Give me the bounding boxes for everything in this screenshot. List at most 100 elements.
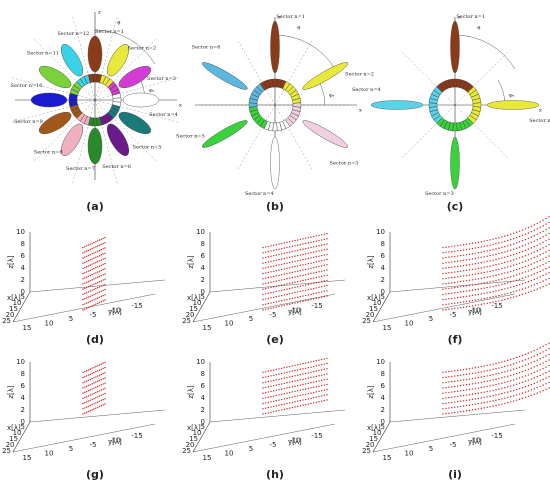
surface-point: [87, 260, 90, 262]
surface-point: [270, 265, 272, 268]
surface-point: [296, 286, 299, 288]
surface-point: [542, 258, 544, 260]
surface-point: [102, 268, 104, 271]
surface-point: [536, 277, 538, 279]
surface-point: [310, 288, 312, 290]
surface-point: [504, 240, 506, 243]
surface-point: [483, 292, 485, 295]
surface-point: [91, 388, 93, 390]
surface-point: [521, 293, 524, 296]
surface-point: [326, 388, 328, 391]
surface-point: [272, 395, 275, 397]
surface-point: [315, 365, 318, 367]
surface-point: [545, 228, 547, 231]
axis-label: x[λ]: [367, 424, 381, 432]
surface-point: [93, 241, 95, 244]
surface-point: [492, 238, 494, 240]
surface-point: [548, 221, 550, 224]
surface-point: [504, 402, 506, 405]
surface-point: [272, 405, 275, 408]
z-tick-label: 6: [21, 382, 26, 390]
surface-point: [102, 393, 104, 396]
surface-point: [489, 275, 491, 278]
surface-point: [91, 372, 93, 375]
surface-point: [536, 365, 538, 367]
surface-point: [448, 381, 450, 383]
surface-point: [477, 257, 480, 259]
sector-label: Sector n=6: [102, 164, 131, 170]
surface-point: [498, 273, 500, 276]
surface-point: [530, 241, 533, 244]
surface-point: [501, 398, 503, 400]
surface-point: [448, 277, 450, 279]
surface-point: [318, 369, 320, 372]
surface-point: [524, 281, 527, 284]
surface-point: [267, 375, 270, 378]
surface-point: [498, 372, 500, 374]
surface-point: [315, 292, 318, 294]
surface-point: [286, 283, 288, 285]
surface-point: [294, 265, 296, 268]
surface-point: [477, 397, 480, 400]
surface-point: [545, 223, 547, 225]
surface-point: [518, 257, 521, 259]
x-tick-label: 5: [381, 293, 385, 301]
surface-point: [320, 379, 323, 382]
surface-point: [498, 258, 500, 260]
y-tick-label: -15: [491, 432, 502, 440]
surface-point: [283, 289, 286, 291]
surface-point: [471, 289, 474, 291]
y-tick-label: -10: [469, 436, 480, 444]
surface-point: [510, 385, 512, 387]
surface-point: [542, 351, 544, 353]
surface-point: [87, 379, 90, 381]
angle-arc: [274, 34, 336, 70]
surface-point: [323, 394, 326, 397]
surface-point: [267, 297, 270, 300]
surface-point: [312, 386, 315, 389]
axis: [389, 409, 526, 423]
sector-boundary: [9, 76, 96, 101]
axis-label: z[λ]: [367, 255, 375, 269]
surface-point: [96, 396, 99, 398]
surface-point: [312, 397, 315, 399]
surface-point: [98, 379, 101, 382]
surface-point: [457, 281, 459, 283]
surface-point: [451, 370, 453, 372]
surface-point: [96, 370, 99, 372]
surface-point: [530, 285, 533, 287]
surface-point: [315, 396, 318, 398]
surface-point: [483, 407, 485, 409]
surface-point: [262, 371, 264, 374]
surface-point: [270, 260, 272, 263]
surface-point: [518, 283, 521, 286]
surface-point: [85, 245, 88, 247]
surface-point: [275, 254, 278, 256]
surface-point: [87, 301, 90, 303]
surface-point: [312, 277, 315, 279]
surface-point: [445, 402, 447, 404]
surface-point: [288, 386, 291, 389]
surface-point: [318, 245, 320, 247]
surface-point: [104, 382, 106, 384]
x-tick-label: 15: [369, 435, 378, 443]
surface-point: [459, 390, 462, 392]
surface-point: [524, 369, 527, 372]
surface-point: [87, 249, 90, 251]
surface-point: [87, 374, 90, 376]
surface-point: [451, 287, 453, 289]
surface-point: [291, 375, 294, 378]
surface-point: [480, 282, 482, 285]
surface-point: [465, 384, 468, 386]
surface-point: [310, 278, 312, 280]
surface-point: [518, 267, 521, 270]
surface-point: [307, 377, 310, 379]
surface-point: [465, 295, 468, 298]
surface-point: [286, 366, 288, 368]
surface-point: [504, 360, 506, 362]
surface-point: [272, 384, 275, 387]
surface-point: [504, 365, 506, 368]
x-tick-label: 15: [369, 305, 378, 313]
surface-point: [98, 270, 101, 272]
surface-point: [510, 358, 512, 361]
